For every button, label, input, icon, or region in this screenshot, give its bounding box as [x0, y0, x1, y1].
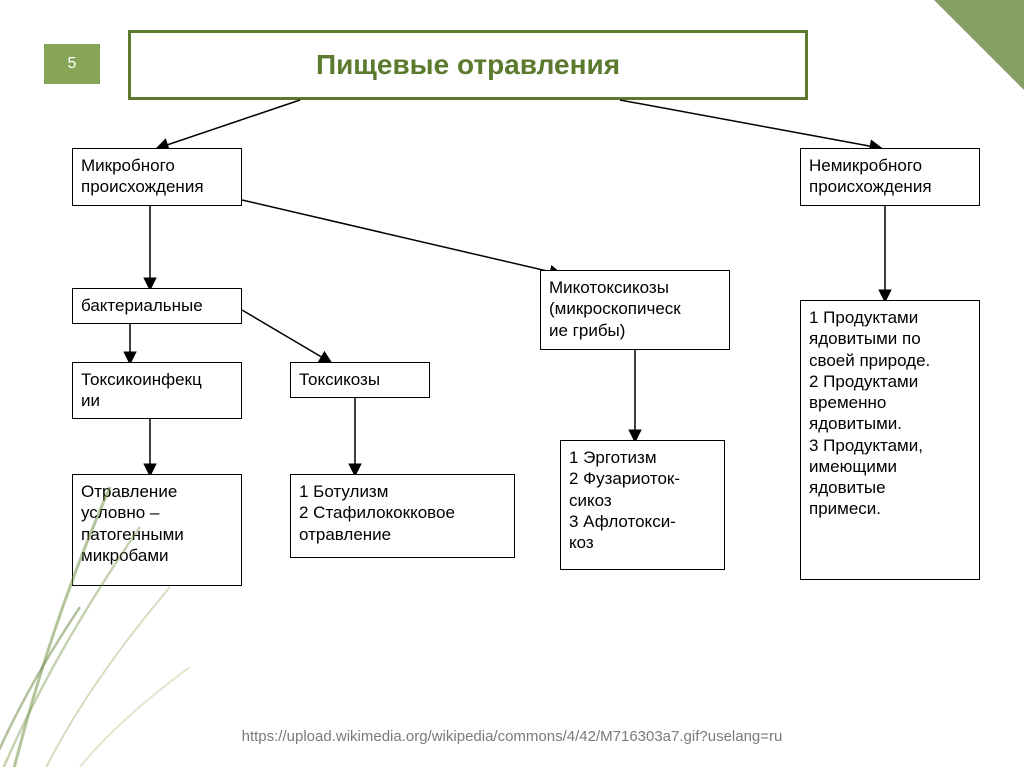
slide-number-badge: 5: [44, 44, 100, 84]
diagram-node-mycotox: Микотоксикозы (микроскопическ ие грибы): [540, 270, 730, 350]
slide-number: 5: [68, 55, 77, 73]
title-box: Пищевые отравления: [128, 30, 808, 100]
footer-url: https://upload.wikimedia.org/wikipedia/c…: [0, 728, 1024, 745]
edge-bacterial-toxicos: [242, 310, 330, 362]
corner-decoration: [934, 0, 1024, 90]
diagram-node-products: 1 Продуктами ядовитыми по своей природе.…: [800, 300, 980, 580]
diagram-node-ergo: 1 Эрготизм 2 Фузариоток- сикоз 3 Афлоток…: [560, 440, 725, 570]
edge-title-nonmicrobial: [620, 100, 880, 148]
diagram-node-toxicos: Токсикозы: [290, 362, 430, 398]
diagram-node-botul: 1 Ботулизм 2 Стафилококковое отравление: [290, 474, 515, 558]
diagram-node-bacterial: бактериальные: [72, 288, 242, 324]
diagram-node-microbial: Микробного происхождения: [72, 148, 242, 206]
diagram-node-toxinf: Токсикоинфекц ии: [72, 362, 242, 419]
diagram-node-nonmicrobial: Немикробного происхождения: [800, 148, 980, 206]
edge-microbial-mycotox: [242, 200, 560, 274]
diagram-node-condpath: Отравление условно – патогенными микроба…: [72, 474, 242, 586]
page-title: Пищевые отравления: [316, 49, 620, 81]
edge-title-microbial: [158, 100, 300, 148]
